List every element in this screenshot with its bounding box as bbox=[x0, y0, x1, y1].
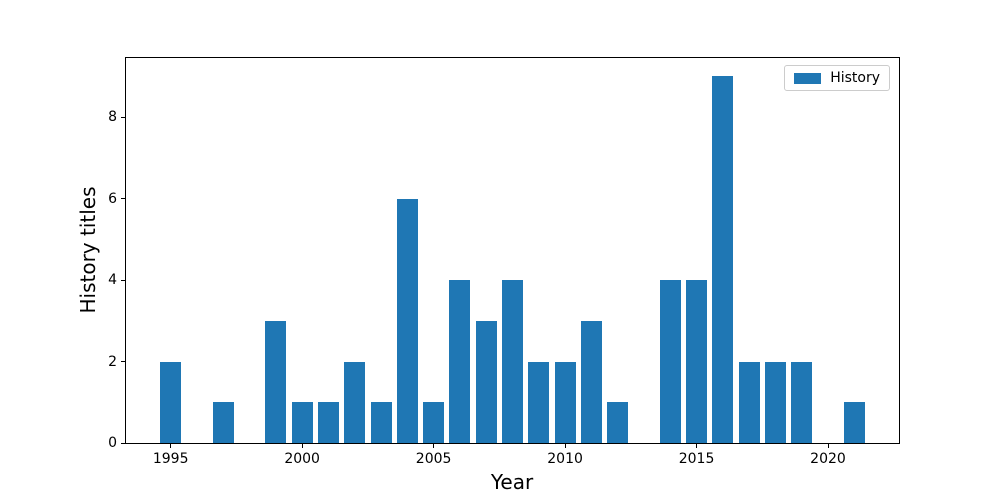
bar-2011 bbox=[580, 320, 602, 443]
bar-2003 bbox=[370, 402, 392, 443]
bar-2004 bbox=[396, 198, 418, 443]
x-tick-label-2000: 2000 bbox=[284, 451, 320, 467]
bar-2014 bbox=[659, 280, 681, 443]
legend: History bbox=[784, 65, 890, 91]
legend-swatch-icon bbox=[794, 72, 822, 84]
y-tick-label-0: 0 bbox=[108, 435, 117, 451]
bar-2007 bbox=[475, 320, 497, 443]
x-axis-label: Year bbox=[490, 470, 534, 494]
bar-1997 bbox=[212, 402, 234, 443]
bar-2001 bbox=[317, 402, 339, 443]
bar-2009 bbox=[528, 361, 550, 443]
y-tick-mark-2 bbox=[121, 361, 125, 363]
bar-2006 bbox=[449, 280, 471, 443]
y-tick-label-6: 6 bbox=[108, 190, 117, 207]
y-tick-mark-0 bbox=[121, 442, 125, 444]
bar-2012 bbox=[607, 402, 629, 443]
bar-2017 bbox=[738, 361, 760, 443]
x-tick-label-2010: 2010 bbox=[547, 451, 583, 467]
y-tick-label-2: 2 bbox=[108, 353, 117, 370]
bar-2016 bbox=[712, 76, 734, 443]
bar-1999 bbox=[265, 320, 287, 443]
x-tick-label-1995: 1995 bbox=[152, 451, 189, 467]
y-tick-mark-6 bbox=[121, 198, 125, 200]
legend-label: History bbox=[830, 70, 880, 86]
x-tick-mark-2015 bbox=[696, 444, 698, 448]
y-tick-label-4: 4 bbox=[108, 272, 117, 289]
bar-2005 bbox=[423, 402, 445, 443]
bar-2008 bbox=[501, 280, 523, 443]
plot-area: 1995 2000 2005 2010 2015 2020 0 2 4 6 8 History bbox=[108, 57, 900, 467]
x-tick-mark-1995 bbox=[170, 444, 172, 448]
bar-2021 bbox=[843, 402, 865, 443]
x-tick-label-2005: 2005 bbox=[415, 451, 452, 467]
y-tick-label-8: 8 bbox=[108, 109, 117, 126]
y-axis-label: History titles bbox=[76, 186, 100, 314]
x-tick-mark-2005 bbox=[433, 444, 435, 448]
x-tick-mark-2000 bbox=[301, 444, 303, 448]
x-tick-mark-2010 bbox=[564, 444, 566, 448]
bar-2018 bbox=[764, 361, 786, 443]
bar-2000 bbox=[291, 402, 313, 443]
x-tick-label-2020: 2020 bbox=[810, 451, 846, 467]
y-tick-mark-8 bbox=[121, 116, 125, 118]
x-tick-mark-2020 bbox=[827, 444, 829, 448]
y-tick-mark-4 bbox=[121, 279, 125, 281]
bar-2019 bbox=[791, 361, 813, 443]
bar-2010 bbox=[554, 361, 576, 443]
bar-1995 bbox=[160, 361, 182, 443]
bar-2002 bbox=[344, 361, 366, 443]
x-tick-label-2015: 2015 bbox=[678, 451, 715, 467]
bar-2015 bbox=[686, 280, 708, 443]
